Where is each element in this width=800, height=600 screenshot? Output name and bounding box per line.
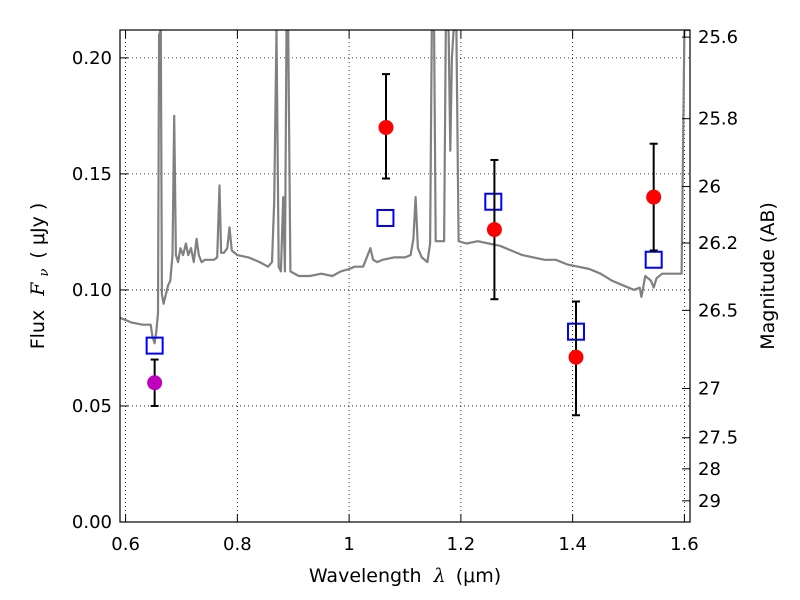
plot-frame — [119, 29, 691, 523]
x-tick-label: 1.4 — [558, 534, 587, 555]
y-tick-label: 0.20 — [72, 48, 112, 69]
y-tick-label: 0.15 — [72, 164, 112, 185]
observed-flux-point — [486, 222, 502, 238]
model-photometry-point — [644, 250, 663, 269]
model-photometry-point — [376, 208, 395, 227]
x-tick-label: 1.2 — [447, 534, 476, 555]
x-tick-label: 0.6 — [111, 534, 140, 555]
y2-tick-label: 27 — [698, 378, 721, 399]
y-tick-label: 0.00 — [72, 512, 112, 533]
y2-tick-label: 29 — [698, 491, 721, 512]
data-series — [120, 30, 690, 417]
y-tick-label: 0.10 — [72, 280, 112, 301]
y2-tick-label: 26.5 — [698, 300, 738, 321]
y2-tick-label: 25.8 — [698, 109, 738, 130]
x-tick-label: 1 — [343, 534, 354, 555]
y2-tick-label: 27.5 — [698, 428, 738, 449]
y-axis-label: Flux F ν ( μJy ) — [27, 203, 53, 350]
y2-tick-label: 28 — [698, 459, 721, 480]
model-photometry-point — [484, 192, 503, 211]
x-tick-label: 1.6 — [670, 534, 699, 555]
y2-axis-label: Magnitude (AB) — [757, 202, 779, 350]
observed-flux-point — [568, 349, 584, 365]
observed-flux-point — [646, 189, 662, 205]
y2-tick-label: 26 — [698, 177, 721, 198]
model-spectrum-line — [120, 30, 690, 345]
y2-tick-label: 26.2 — [698, 233, 738, 254]
observed-flux-point — [378, 119, 394, 135]
model-photometry-point — [145, 336, 164, 355]
ticks: 0.6 0.8 1 1.2 1.4 1.6 0.00 0.05 0.10 0.15 0.20 25.6… — [72, 27, 738, 555]
y2-tick-label: 25.6 — [698, 27, 738, 48]
y-tick-label: 0.05 — [72, 396, 112, 417]
x-tick-label: 0.8 — [223, 534, 252, 555]
observed-flux-point — [147, 375, 163, 391]
x-axis-label: Wavelength λ (μm) — [309, 565, 501, 587]
